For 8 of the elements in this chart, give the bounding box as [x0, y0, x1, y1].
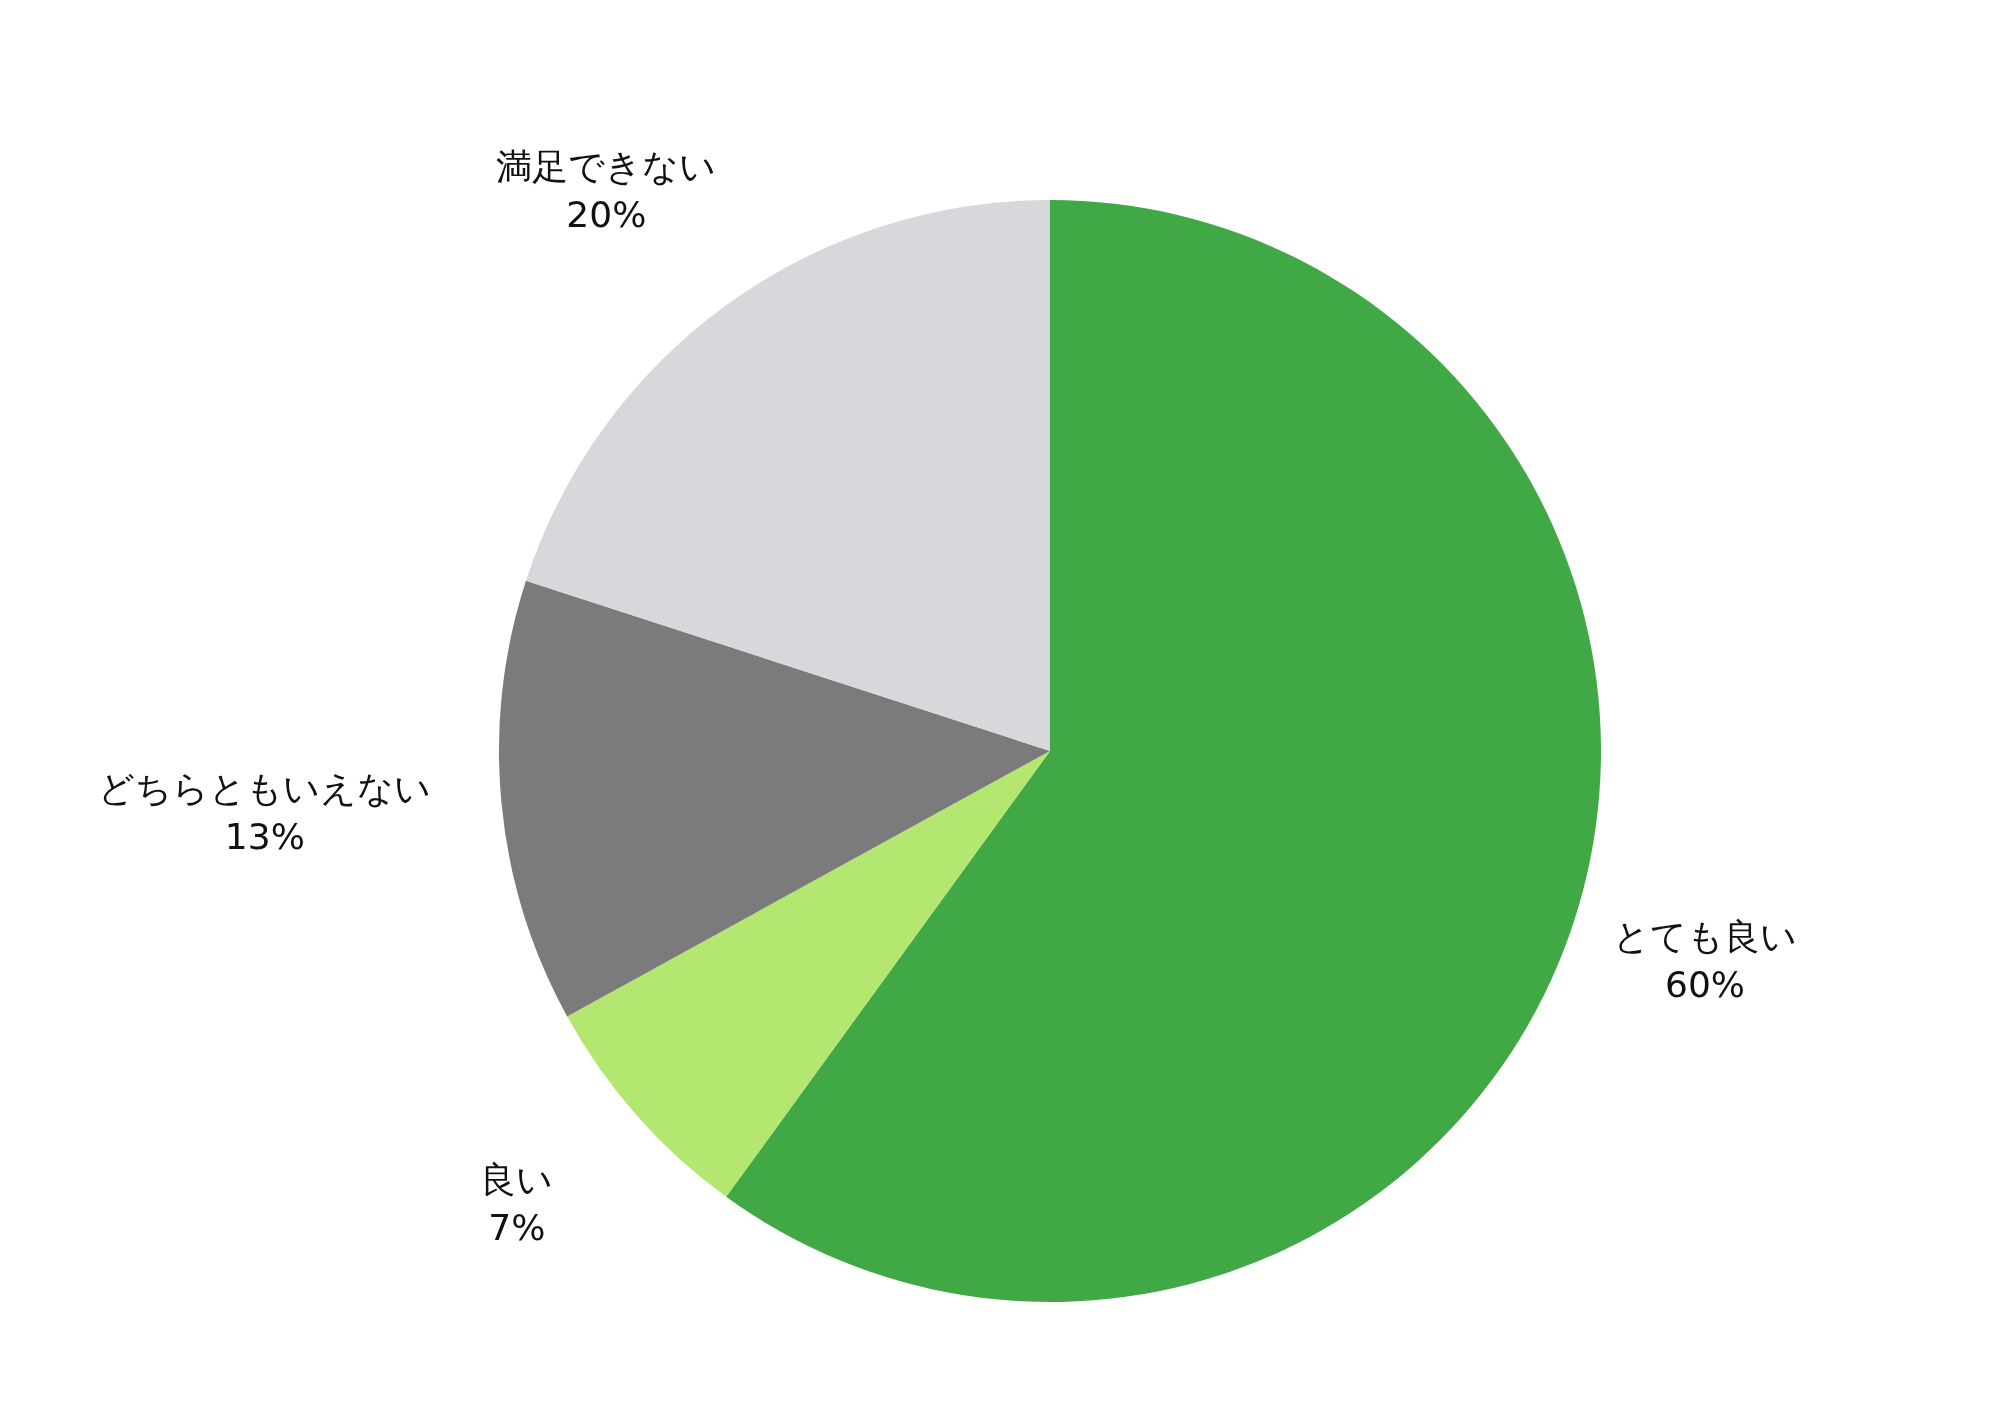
slice-label: どちらともいえない [98, 768, 432, 810]
slice-label: 満足できない [496, 146, 717, 188]
slice-label: 良い [480, 1158, 554, 1200]
data-label: 60% [1665, 964, 1746, 1006]
data-label: 13% [224, 816, 305, 858]
data-label: 7% [488, 1206, 546, 1248]
data-label: 20% [566, 194, 647, 236]
slice-label: とても良い [1613, 916, 1798, 958]
